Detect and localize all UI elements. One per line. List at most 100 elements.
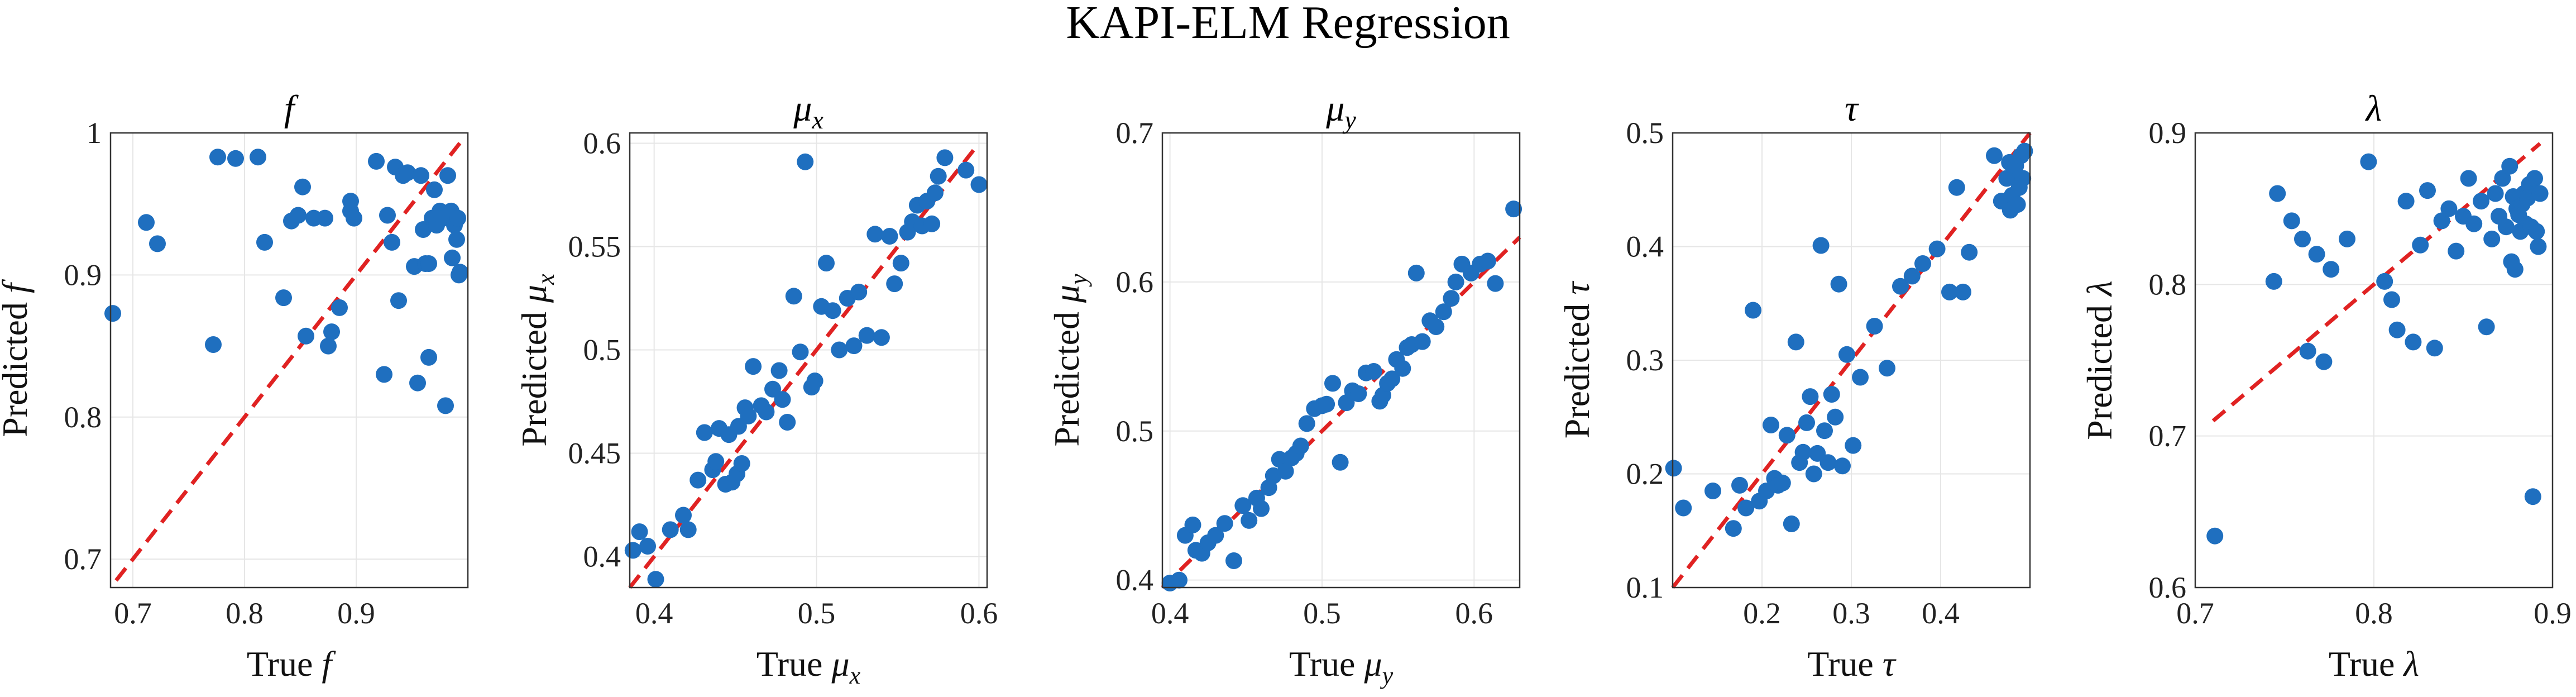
y-tick-label: 0.8 [2149,268,2187,301]
scatter-point [2448,242,2465,260]
scatter-point [1365,363,1382,380]
scatter-point [1731,476,1748,494]
scatter-point [624,542,641,559]
scatter-point [2528,223,2545,240]
scatter-point [250,149,266,166]
scatter-point [926,184,944,202]
scatter-point [1774,474,1791,491]
scatter-point [384,233,400,251]
scatter-point [390,292,407,309]
scatter-point [1171,571,1188,589]
scatter-point [1892,278,1909,295]
scatter-point [448,231,465,248]
subplot-4: 0.2 0.3 0.4 0.1 0.2 0.3 0.4 0.5 τ True τ Predicted… [1557,88,2033,684]
scatter-point [331,299,348,316]
scatter-point [1823,386,1840,403]
scatter-point [2294,230,2311,247]
scatter-point [1216,515,1233,532]
scatter-point [298,327,314,345]
scatter-point [275,289,292,307]
y-axis-label: Predicted μx [514,274,559,447]
y-axis-label: Predicted λ [2080,280,2119,440]
scatter-point [2524,488,2541,505]
y-tick-label: 1 [87,116,102,150]
scatter-point [437,397,454,414]
scatter-point [858,327,875,344]
scatter-point [1827,408,1844,426]
scatter-point [2419,182,2436,199]
scatter-point [690,471,707,489]
scatter-point [1414,333,1431,350]
scatter-point [1225,552,1242,569]
y-tick-label: 0.6 [583,127,621,160]
y-tick-label: 0.6 [2149,571,2187,604]
identity-reference-line [2211,142,2541,423]
scatter-point [290,207,307,224]
subplot-title: f [284,88,299,129]
scatter-point [452,264,468,281]
scatter-point [205,336,222,353]
scatter-point [930,168,947,185]
scatter-point [444,249,461,266]
scatter-point [2433,212,2450,230]
scatter-point [758,403,775,421]
scatter-point [2426,340,2443,357]
axes-frame [629,132,988,589]
y-tick-label: 0.4 [1116,564,1154,597]
y-axis-label: Predicted μy [1047,274,1092,447]
scatter-point [957,161,975,179]
scatter-point [1852,369,1869,386]
scatter-point [1207,527,1224,544]
scatter-point [1443,290,1460,307]
scatter-point [1787,333,1804,351]
subplot-2: 0.4 0.5 0.6 0.4 0.45 0.5 0.55 0.6 μx True μx Predi… [514,88,998,689]
scatter-point [1879,360,1895,377]
subplot-title: μy [1325,88,1356,134]
y-tick-label: 0.45 [568,437,621,470]
scatter-point [881,228,898,245]
identity-reference-line [114,139,464,582]
scatter-point [227,150,244,167]
scatter-point [1903,268,1921,285]
scatter-point [886,275,903,293]
y-axis-label: Predicted τ [1557,281,1597,439]
scatter-point [294,178,311,195]
scatter-point [1487,275,1504,292]
scatter-point [1845,437,1862,454]
x-axis-label: True λ [2329,644,2419,684]
x-tick-label: 0.4 [1151,596,1189,630]
scatter-point [1961,244,1978,261]
scatter-point [449,209,466,227]
y-tick-label: 0.7 [1116,116,1154,150]
subplot-title: τ [1845,88,1859,129]
scatter-point [936,149,954,166]
x-tick-label: 0.8 [226,596,264,630]
scatter-point [2412,236,2429,254]
scatter-point [317,209,333,227]
scatter-point [409,374,426,392]
scatter-point [1704,483,1721,499]
scatter-point [2460,170,2477,187]
x-tick-label: 0.7 [2176,596,2214,630]
x-tick-label: 0.4 [635,596,673,630]
scatter-point [2440,200,2458,217]
x-axis-label: True μy [1289,644,1394,689]
scatter-point [740,407,757,424]
scatter-point [1812,237,1830,254]
scatter-point [1725,520,1742,537]
y-tick-label: 0.8 [64,400,102,434]
scatter-point [970,176,988,193]
scatter-point [413,167,429,184]
scatter-point [149,235,166,252]
scatter-point [2494,170,2511,187]
scatter-point [1745,302,1761,319]
scatter-point [138,214,155,231]
identity-reference-line [1671,131,2032,589]
scatter-point [631,523,648,541]
scatter-point [320,337,337,355]
scatter-point [1778,427,1795,444]
scatter-point [2308,246,2325,263]
subplot-1: 0.7 0.8 0.9 0.7 0.8 0.9 1 f True f Predicted f [0,88,469,684]
scatter-point [2323,261,2340,278]
